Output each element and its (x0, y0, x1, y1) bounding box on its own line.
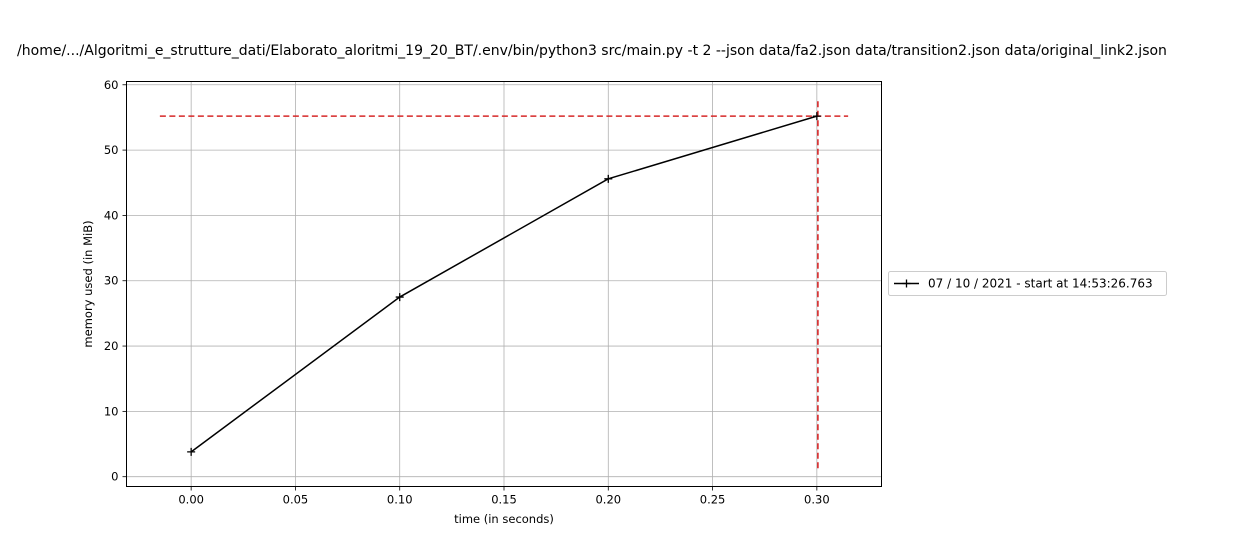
legend-marker-plus (902, 279, 911, 288)
y-axis-ticks: 0 10 20 30 40 50 60 (104, 78, 127, 484)
chart-title: /home/.../Algoritmi_e_strutture_dati/Ela… (17, 43, 1167, 59)
series-line (190, 115, 818, 453)
x-tick-label: 0.05 (283, 493, 309, 507)
x-axis-ticks: 0.00 0.05 0.10 0.15 0.20 0.25 0.30 (178, 486, 830, 507)
y-tick-label: 20 (104, 339, 119, 353)
x-axis-label: time (in seconds) (454, 512, 554, 526)
x-tick-label: 0.15 (491, 493, 517, 507)
grid (126, 81, 882, 487)
y-tick-label: 50 (104, 143, 119, 157)
y-tick-label: 0 (111, 470, 118, 484)
legend: 07 / 10 / 2021 - start at 14:53:26.763 (888, 271, 1167, 296)
y-tick-label: 40 (104, 208, 119, 222)
reference-lines (159, 100, 849, 469)
x-tick-label: 0.20 (595, 493, 621, 507)
y-axis-label: memory used (in MiB) (81, 220, 95, 347)
series-layer (187, 112, 821, 456)
legend-frame (888, 271, 1167, 296)
x-tick-label: 0.00 (178, 493, 204, 507)
x-tick-label: 0.25 (700, 493, 726, 507)
data-point-marker (395, 293, 404, 302)
legend-entry-label: 07 / 10 / 2021 - start at 14:53:26.763 (928, 277, 1153, 291)
data-point-marker (187, 447, 196, 456)
y-tick-label: 60 (104, 78, 119, 92)
data-point-marker (812, 112, 821, 121)
data-point-marker (604, 174, 613, 183)
y-tick-label: 10 (104, 404, 119, 418)
y-tick-label: 30 (104, 274, 119, 288)
x-tick-label: 0.10 (387, 493, 413, 507)
x-tick-label: 0.30 (804, 493, 830, 507)
